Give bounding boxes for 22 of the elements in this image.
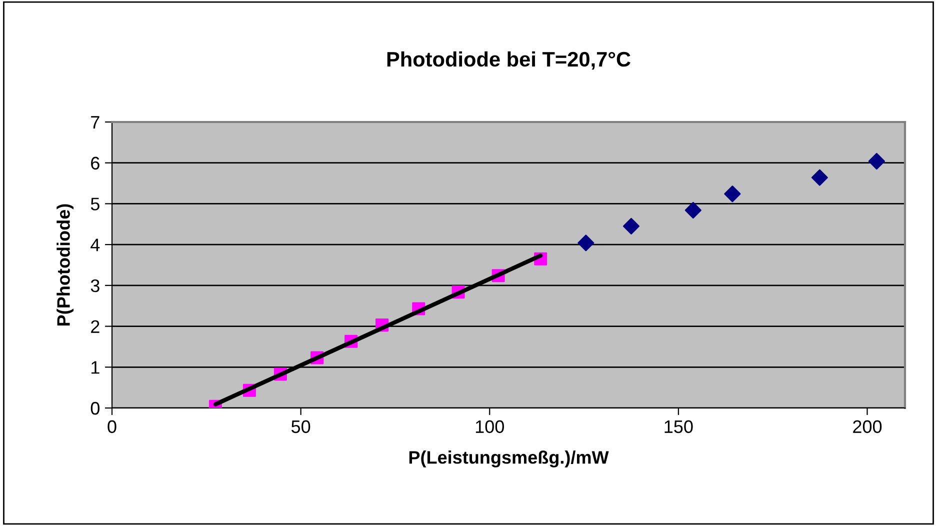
y-tick-label: 5 — [90, 198, 100, 210]
x-tick-label: 200 — [853, 420, 882, 434]
y-tick-label: 7 — [91, 116, 100, 129]
point — [868, 152, 885, 170]
x-tick-label: 50 — [291, 420, 310, 434]
y-tick-label: 3 — [90, 279, 100, 292]
x-tick-label: 100 — [476, 420, 504, 434]
y-tick-label: 0 — [90, 402, 100, 415]
y-tick-label: 4 — [90, 238, 100, 252]
point — [724, 186, 741, 202]
y-tick-label: 6 — [91, 156, 100, 170]
x-tick-label: 150 — [664, 420, 693, 434]
y-axis-title: P(Photodiode) — [56, 204, 74, 326]
x-axis-title: P(Leistungsmeßg.)/mW — [409, 450, 609, 468]
y-tick-label: 1 — [92, 361, 100, 374]
chart-title: Photodiode bei T=20,7°C — [387, 51, 630, 70]
point — [578, 234, 594, 252]
x-tick-label: 0 — [108, 420, 116, 434]
y-tick-label: 2 — [91, 320, 100, 333]
point — [622, 218, 640, 234]
point — [811, 169, 828, 186]
point — [684, 202, 702, 219]
